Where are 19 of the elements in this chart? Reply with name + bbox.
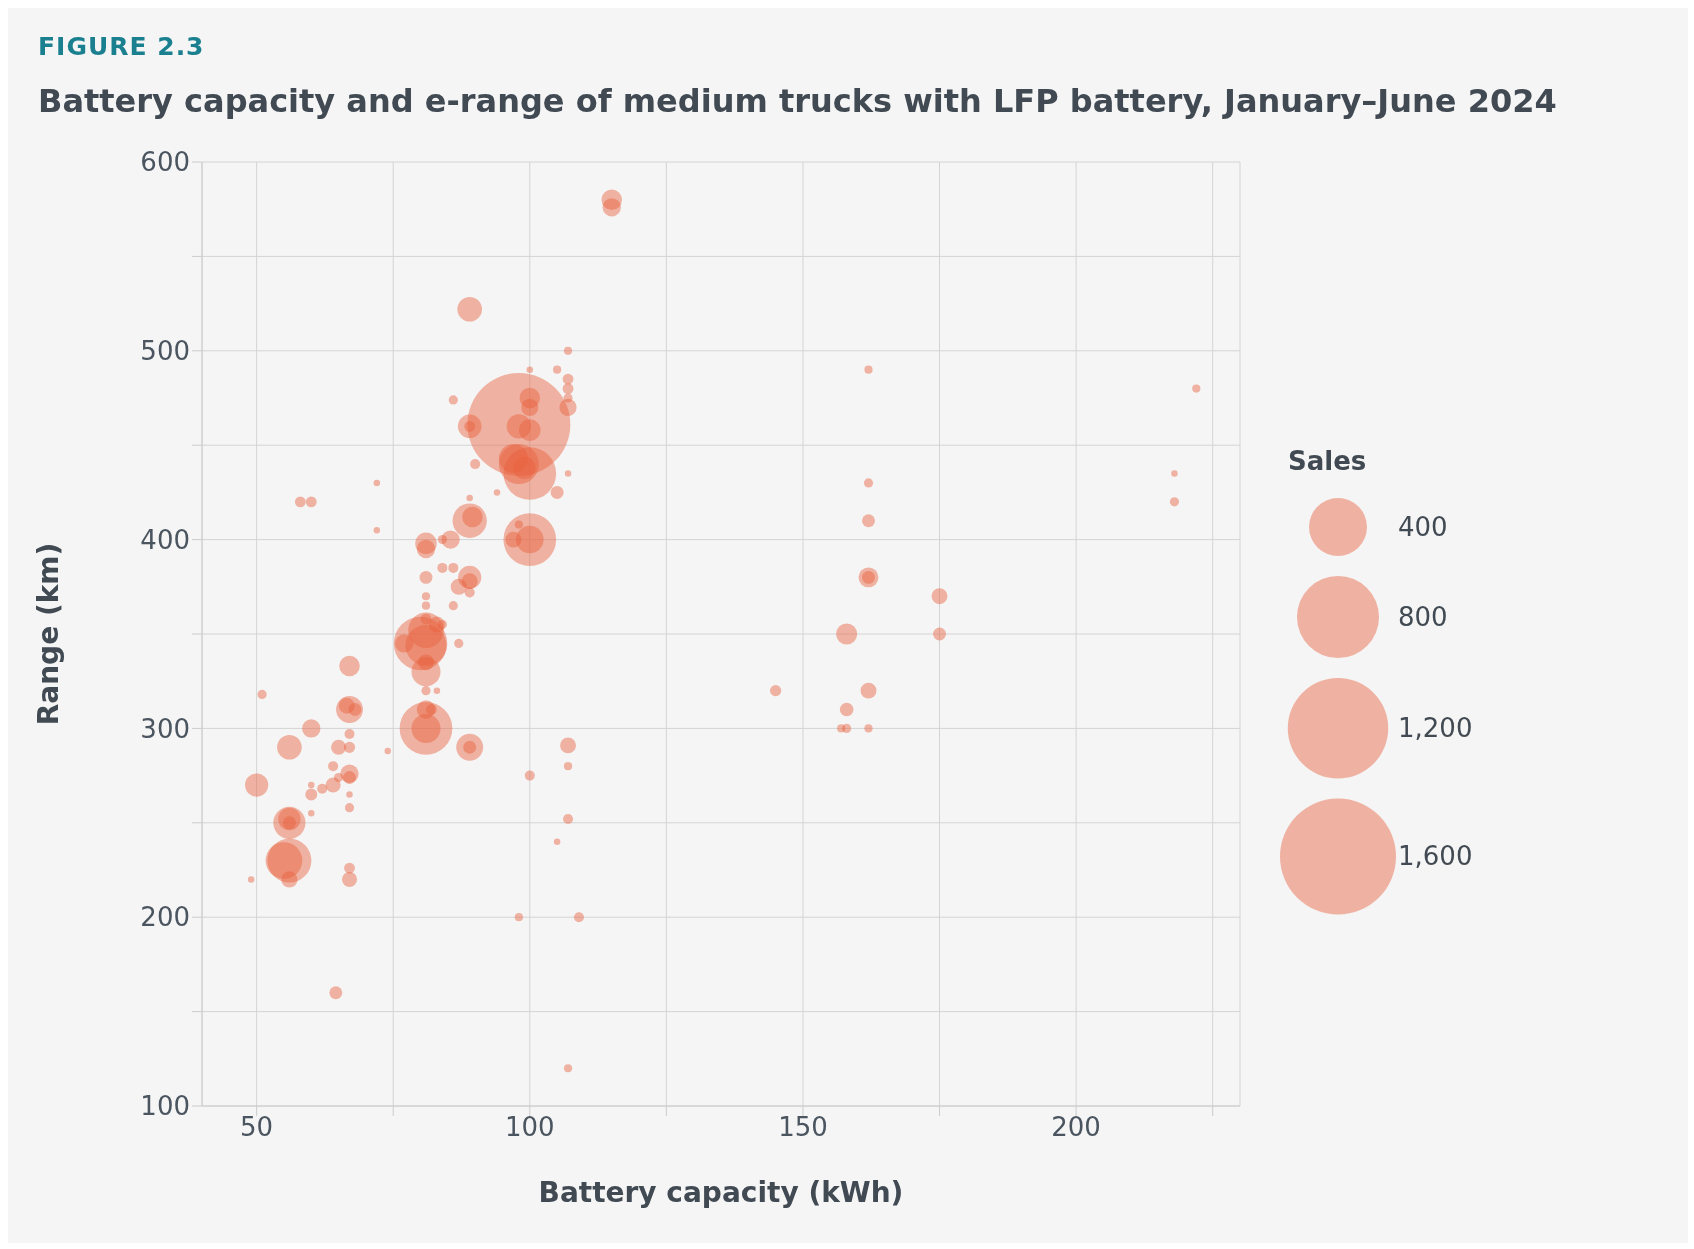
legend-title: Sales: [1288, 446, 1367, 476]
x-tick-label: 50: [240, 1112, 274, 1143]
chart-title: Battery capacity and e-range of medium trucks with LFP battery, January–June 2024: [38, 82, 1557, 120]
x-tick-label: 200: [1051, 1112, 1101, 1143]
y-tick-label: 500: [140, 336, 190, 367]
legend-label: 400: [1398, 512, 1448, 542]
legend-label: 800: [1398, 602, 1448, 633]
caption: FIGURE 2.3: [38, 32, 205, 61]
legend-label: 1,200: [1398, 713, 1473, 744]
x-tick-label: 150: [778, 1112, 828, 1143]
y-tick-label: 400: [140, 524, 190, 555]
y-tick-label: 100: [140, 1091, 190, 1122]
x-axis-title: Battery capacity (kWh): [538, 1176, 904, 1209]
legend-label: 1,600: [1398, 841, 1473, 872]
y-tick-label: 600: [140, 147, 190, 178]
y-axis-title: Range (km): [31, 542, 65, 726]
y-tick-label: 200: [140, 902, 190, 933]
x-tick-label: 100: [504, 1112, 555, 1143]
y-tick-label: 300: [140, 713, 190, 744]
